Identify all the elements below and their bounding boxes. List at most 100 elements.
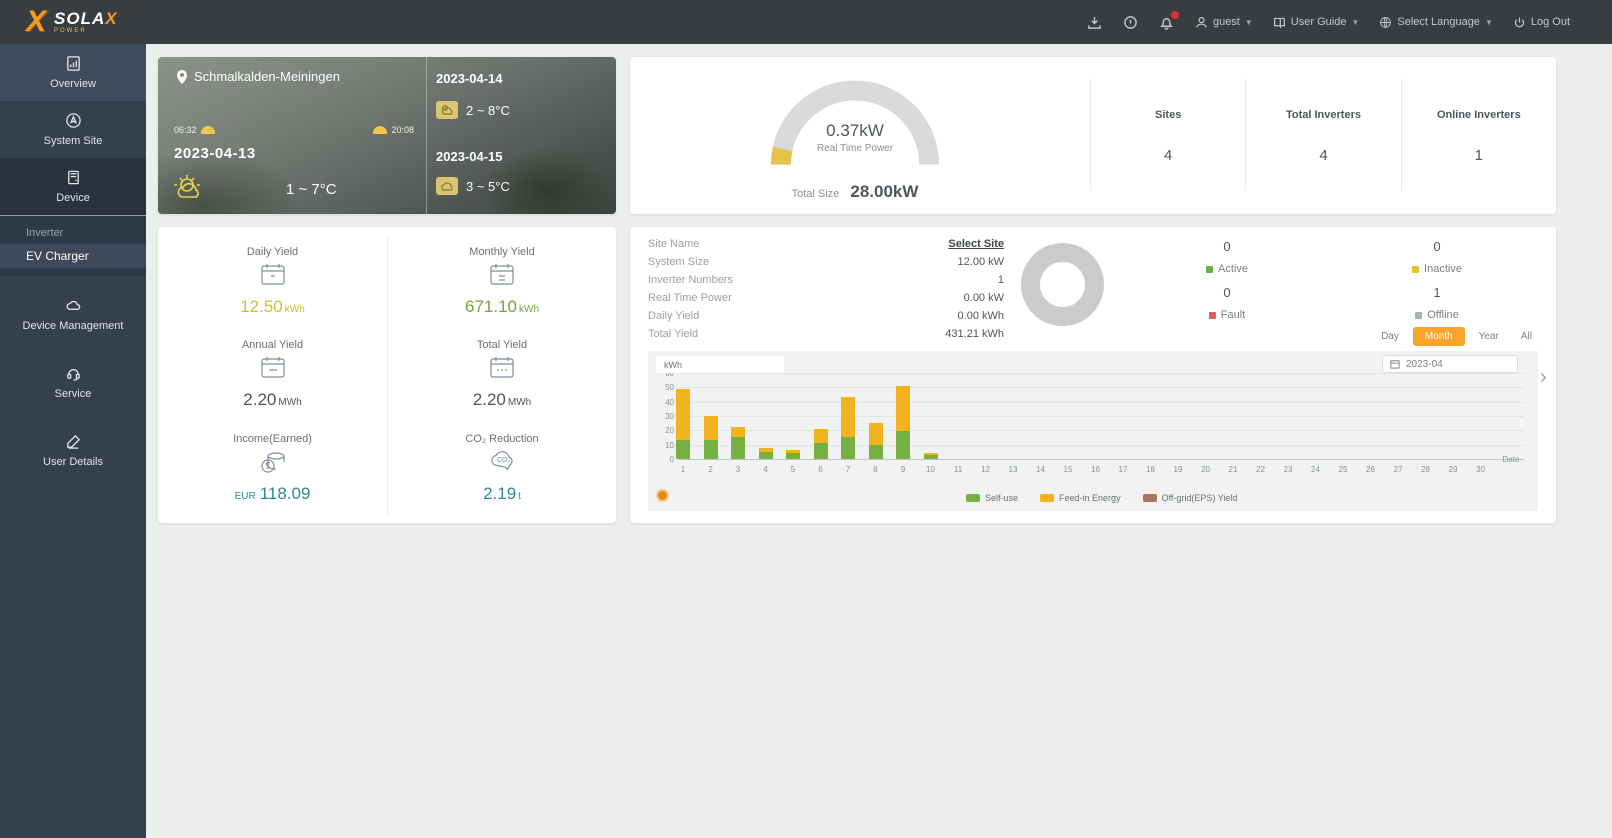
yield-value: 2.20 MWh [472, 390, 532, 410]
yield-bar-chart: kWh Self-use Feed-in Energy Off-grid(EPS) … [648, 351, 1538, 511]
bar-segment [731, 437, 745, 459]
x-axis-tick: 21 [1228, 465, 1238, 474]
bar-segment [896, 431, 910, 459]
status-label: Fault [1220, 309, 1246, 321]
x-axis-tick: 14 [1036, 465, 1045, 474]
legend-item[interactable]: Feed-in Energy [1040, 493, 1121, 503]
period-month-button[interactable]: Month [1412, 327, 1465, 346]
status-value: 1 [1433, 285, 1441, 300]
carousel-next-icon[interactable]: › [1540, 366, 1547, 388]
calendar-day-icon [258, 262, 288, 293]
total-size-value: 28.00kW [850, 182, 919, 201]
y-axis-tick: 30 [665, 412, 674, 421]
bar-day-5[interactable] [786, 449, 800, 459]
x-axis-tick: 25 [1338, 465, 1348, 474]
sidebar-item-device[interactable]: Device [0, 158, 146, 215]
site-info-rows: Site Name Select Site System Size 12.00 … [648, 235, 1004, 343]
bar-day-4[interactable] [758, 448, 773, 459]
status-value: 0 [1223, 239, 1231, 254]
bar-day-1[interactable] [676, 389, 690, 459]
yield-label: Income(Earned) [233, 432, 312, 445]
calendar-icon [1390, 359, 1400, 369]
bar-day-6[interactable] [813, 428, 828, 459]
bar-segment [758, 448, 773, 452]
x-axis-tick: 12 [981, 465, 990, 474]
bar-day-9[interactable] [896, 385, 910, 459]
gauge-arc [770, 80, 940, 165]
bar-day-3[interactable] [731, 427, 745, 459]
date-value: 2023-04 [1406, 358, 1443, 370]
period-all-button[interactable]: All [1520, 331, 1532, 342]
sidebar-item-system-site[interactable]: System Site [0, 101, 146, 158]
language-menu[interactable]: Select Language ▼ [1379, 16, 1493, 29]
select-site-link[interactable]: Select Site [948, 238, 1004, 250]
sidebar-item-label: System Site [43, 135, 103, 147]
stat-label: Online Inverters [1436, 109, 1521, 121]
weather-card: Schmalkalden-Meiningen 06:32 20:08 2023-… [158, 57, 616, 214]
sunset-icon [373, 126, 388, 134]
top-navbar: X SOLAX POWER guest ▼ [0, 0, 1612, 44]
logout-button[interactable]: Log Out [1513, 16, 1570, 29]
bar-segment [896, 385, 910, 432]
y-axis-tick: 10 [665, 440, 674, 450]
yield-value: 2.20 MWh [243, 390, 302, 410]
stat-sites: Sites 4 [1090, 79, 1245, 191]
forecast-temp-2: 3 ~ 5°C [466, 178, 510, 194]
sidebar-item-label: Service [54, 387, 92, 400]
sidebar-item-user-details[interactable]: User Details [0, 420, 146, 480]
submenu-item-ev-charger[interactable]: EV Charger [0, 244, 146, 268]
sunrise-time: 06:32 [174, 125, 197, 135]
stat-label: Sites [1155, 109, 1182, 121]
period-day-button[interactable]: Day [1381, 331, 1399, 342]
cloud-icon [65, 300, 80, 310]
x-axis-tick: 4 [763, 465, 768, 474]
row-value: 0.00 kWh [957, 310, 1004, 322]
bar-segment [731, 427, 745, 438]
user-guide-menu[interactable]: User Guide ▼ [1273, 16, 1359, 29]
legend-item[interactable]: Off-grid(EPS) Yield [1142, 493, 1237, 503]
legend-item[interactable]: Self-use [966, 493, 1018, 503]
sidebar-item-device-management[interactable]: Device Management [0, 284, 146, 344]
solax-logo[interactable]: X SOLAX POWER [26, 7, 118, 37]
chart-info-icon[interactable] [656, 489, 669, 502]
x-axis-tick: 30 [1476, 465, 1485, 474]
row-value: 1 [997, 274, 1004, 286]
sidebar-item-service[interactable]: Service [0, 352, 146, 412]
legend-swatch [1142, 494, 1157, 502]
bar-day-2[interactable] [703, 416, 718, 459]
submenu-item-inverter[interactable]: Inverter [26, 227, 64, 239]
sun-cloud-icon [172, 173, 208, 208]
user-menu[interactable]: guest ▼ [1195, 16, 1253, 29]
x-axis-tick: 18 [1146, 465, 1155, 474]
bell-icon[interactable] [1159, 11, 1179, 30]
income-cell: Income(Earned) EUR 118.09 [158, 422, 387, 515]
download-icon[interactable] [1087, 14, 1103, 30]
bar-segment [786, 449, 800, 453]
gridline [678, 387, 1524, 389]
legend-swatch [966, 494, 980, 502]
bar-segment [923, 453, 938, 455]
date-picker[interactable]: 2023-04 [1382, 355, 1518, 373]
co2-reduction-cell: CO₂ Reduction CO₂ 2.19 t [387, 421, 616, 515]
inverter-numbers-row: Inverter Numbers 1 [648, 271, 1004, 289]
row-label: Real Time Power [648, 292, 732, 304]
legend-label: Self-use [985, 493, 1019, 503]
location-pin-icon [65, 113, 81, 128]
row-label: System Size [648, 256, 710, 268]
chevron-down-icon: ▼ [1244, 17, 1253, 27]
row-value: 431.21 kWh [945, 328, 1004, 340]
daily-yield-row: Daily Yield 0.00 kWh [648, 307, 1004, 325]
bar-day-7[interactable] [841, 397, 855, 459]
forecast-row-1: 2 ~ 8°C [436, 101, 510, 119]
co2-icon: CO₂ [487, 449, 517, 480]
bar-day-8[interactable] [868, 423, 883, 459]
sidebar-item-overview[interactable]: Overview [0, 44, 146, 101]
bar-day-10[interactable] [923, 453, 938, 459]
period-switcher: Day Month Year All [1373, 327, 1540, 346]
warranty-icon[interactable] [1123, 14, 1139, 30]
period-year-button[interactable]: Year [1478, 331, 1499, 342]
yield-label: Daily Yield [246, 246, 299, 259]
x-axis-tick: 11 [953, 465, 963, 474]
bar-segment [703, 440, 718, 459]
status-marker [1208, 311, 1216, 319]
